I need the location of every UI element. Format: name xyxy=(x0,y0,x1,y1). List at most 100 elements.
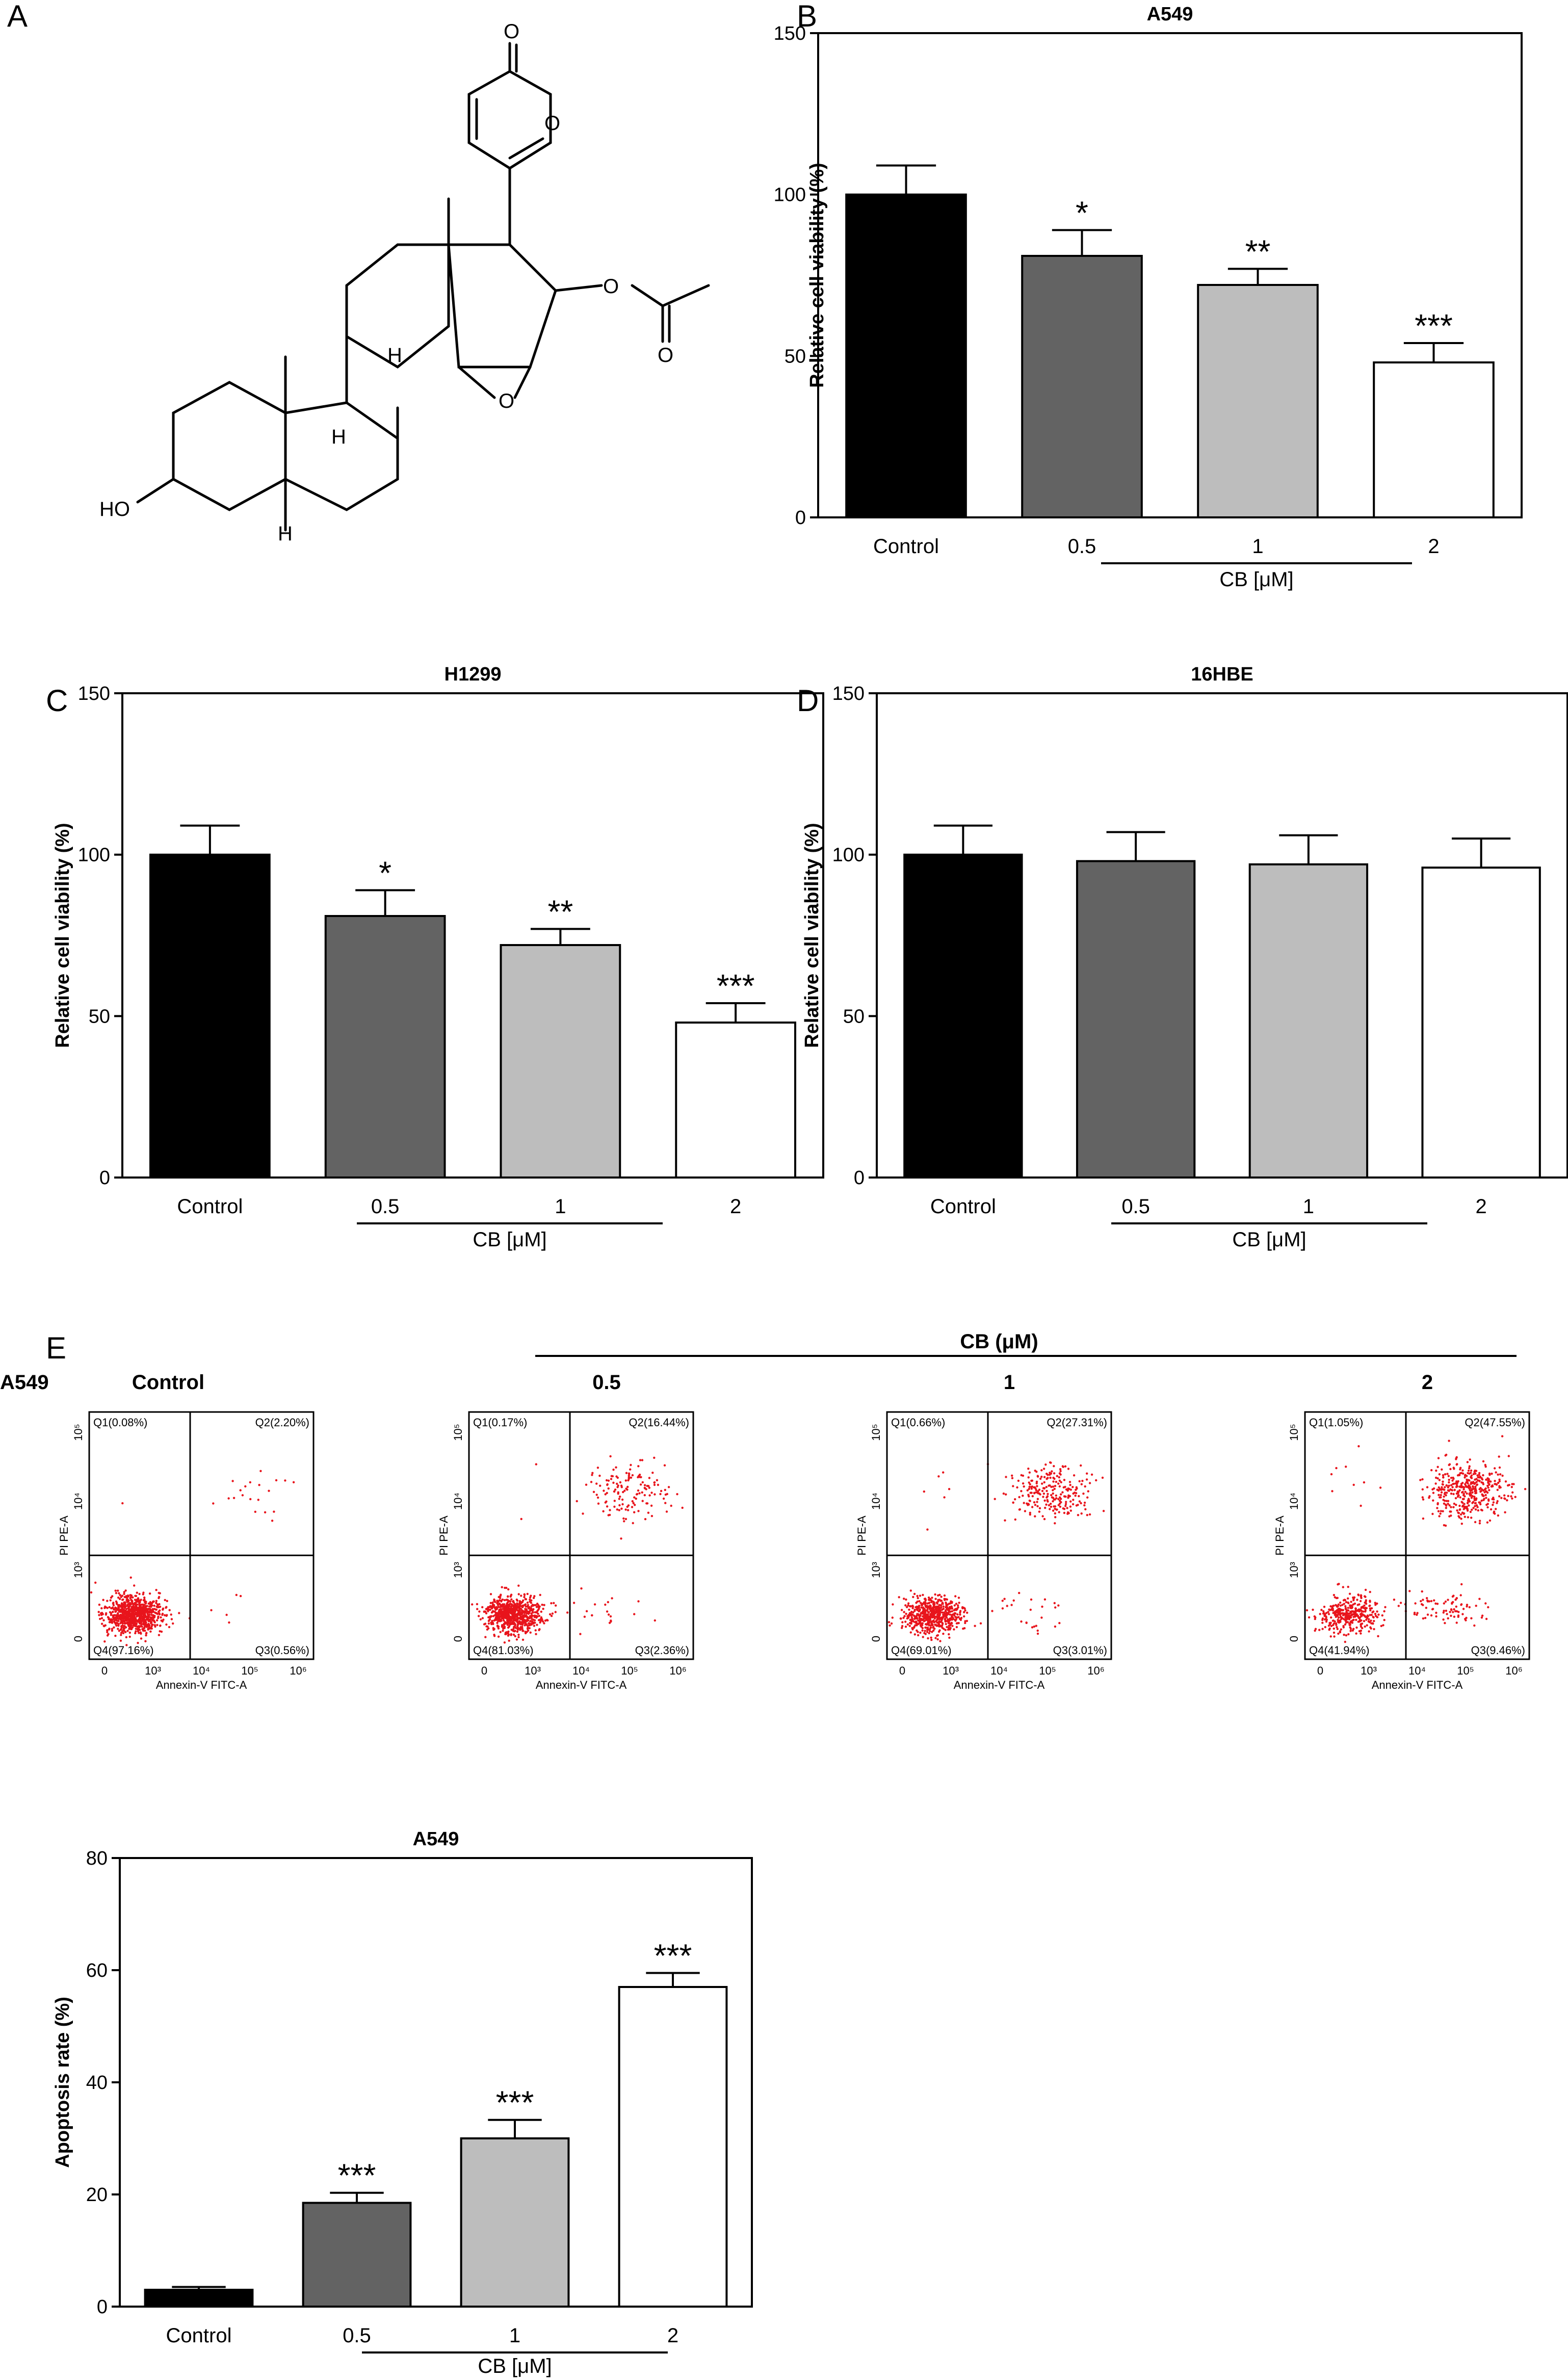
flow-dot xyxy=(155,1602,158,1604)
flow-dot xyxy=(1080,1483,1083,1485)
flow-dot xyxy=(1324,1626,1326,1629)
flow-dot xyxy=(1362,1610,1365,1613)
flow-dot xyxy=(1055,1480,1058,1483)
flow-dot xyxy=(505,1586,508,1589)
flow-dot xyxy=(498,1599,501,1602)
flow-dot xyxy=(1049,1461,1052,1464)
flow-dot xyxy=(1460,1603,1463,1606)
flow-dot xyxy=(156,1624,159,1627)
y-tick-label: 40 xyxy=(86,2072,108,2094)
flow-dot xyxy=(928,1602,931,1604)
flow-dot xyxy=(1466,1492,1468,1495)
flow-dot xyxy=(506,1632,509,1635)
flow-dot xyxy=(524,1619,527,1622)
flow-dot xyxy=(931,1631,933,1633)
flow-x-tick: 10⁴ xyxy=(193,1664,210,1677)
flow-dot xyxy=(644,1518,647,1521)
flow-dot xyxy=(249,1498,252,1501)
flow-dot xyxy=(165,1606,168,1608)
flow-dot xyxy=(934,1637,937,1639)
flow-dot xyxy=(514,1635,516,1637)
flow-dot xyxy=(143,1619,146,1621)
flow-dot xyxy=(1478,1520,1481,1522)
flow-dot xyxy=(115,1592,118,1594)
flow-dot xyxy=(1430,1614,1433,1617)
flow-dot xyxy=(149,1627,152,1629)
flow-dot xyxy=(502,1627,505,1630)
flow-dot xyxy=(936,1634,939,1637)
flow-dot xyxy=(901,1621,904,1624)
flow-dot xyxy=(597,1502,600,1505)
flow-dot xyxy=(1004,1519,1006,1522)
flow-dot xyxy=(1347,1585,1349,1588)
flow-dot xyxy=(496,1625,499,1628)
flow-dot xyxy=(126,1601,128,1603)
flow-dot xyxy=(1524,1488,1527,1490)
flow-dot xyxy=(1481,1488,1483,1491)
flow-dot xyxy=(129,1618,133,1620)
flow-dot xyxy=(899,1617,902,1620)
quadrant-q4: Q4(69.01%) xyxy=(891,1644,952,1657)
flow-dot xyxy=(1078,1480,1081,1482)
flow-dot xyxy=(1450,1484,1453,1486)
flow-dot xyxy=(1344,1613,1346,1616)
flow-dot xyxy=(616,1508,619,1511)
flow-dot xyxy=(486,1628,489,1631)
flow-dot xyxy=(521,1626,524,1628)
flow-dot xyxy=(1038,1492,1041,1495)
flow-dot xyxy=(102,1599,104,1601)
flow-dot xyxy=(616,1476,619,1479)
flow-dot xyxy=(517,1593,520,1596)
flow-dot xyxy=(940,1596,943,1598)
flow-dot xyxy=(1349,1626,1351,1629)
bar xyxy=(460,2137,570,2308)
flow-dot xyxy=(108,1628,111,1630)
y-tick-label: 0 xyxy=(854,1167,865,1189)
flow-dot xyxy=(1456,1481,1459,1484)
flow-dot xyxy=(550,1614,553,1617)
flow-dot xyxy=(1472,1487,1475,1490)
flow-dot xyxy=(1339,1604,1342,1607)
flow-dot xyxy=(1357,1594,1360,1597)
flow-dot xyxy=(1362,1607,1365,1609)
flow-dot xyxy=(1471,1508,1473,1511)
flow-dot xyxy=(1420,1600,1422,1603)
flow-dot xyxy=(1018,1496,1021,1499)
flow-dot xyxy=(153,1604,155,1607)
flow-dot xyxy=(125,1622,127,1625)
flow-dot xyxy=(609,1509,611,1511)
flow-dot xyxy=(1448,1481,1450,1484)
flow-dot xyxy=(1381,1614,1383,1617)
flow-dot xyxy=(676,1493,678,1496)
flow-dot xyxy=(1452,1506,1455,1508)
flow-dot xyxy=(626,1488,629,1491)
flow-dot xyxy=(931,1623,934,1626)
flow-dot xyxy=(613,1505,616,1508)
flow-dot xyxy=(1050,1472,1053,1475)
flow-y-tick: 0 xyxy=(870,1636,882,1642)
flow-dot xyxy=(1344,1623,1347,1626)
flow-dot xyxy=(531,1604,534,1606)
flow-dot xyxy=(130,1624,133,1627)
flow-x-tick: 10⁵ xyxy=(1457,1664,1474,1677)
flow-dot xyxy=(1355,1626,1358,1629)
flow-dot xyxy=(1442,1483,1444,1486)
flow-dot xyxy=(1471,1489,1473,1492)
flow-dot xyxy=(1430,1469,1433,1472)
flow-dot xyxy=(659,1493,662,1496)
y-tick-label: 20 xyxy=(86,2184,108,2206)
flow-dot xyxy=(1314,1628,1317,1630)
flow-dot xyxy=(1046,1478,1048,1480)
hydroxyl-bond xyxy=(136,478,175,504)
flow-dot xyxy=(596,1467,599,1469)
flow-dot xyxy=(1493,1498,1495,1501)
flow-dot xyxy=(1335,1597,1338,1600)
flow-dot xyxy=(1361,1627,1364,1630)
flow-dot xyxy=(502,1630,504,1632)
flow-dot xyxy=(1365,1618,1368,1621)
flow-dot xyxy=(1475,1605,1477,1607)
flow-dot xyxy=(495,1615,498,1618)
flow-dot xyxy=(918,1600,921,1603)
flow-dot xyxy=(116,1619,118,1622)
flow-dot xyxy=(1474,1485,1477,1488)
